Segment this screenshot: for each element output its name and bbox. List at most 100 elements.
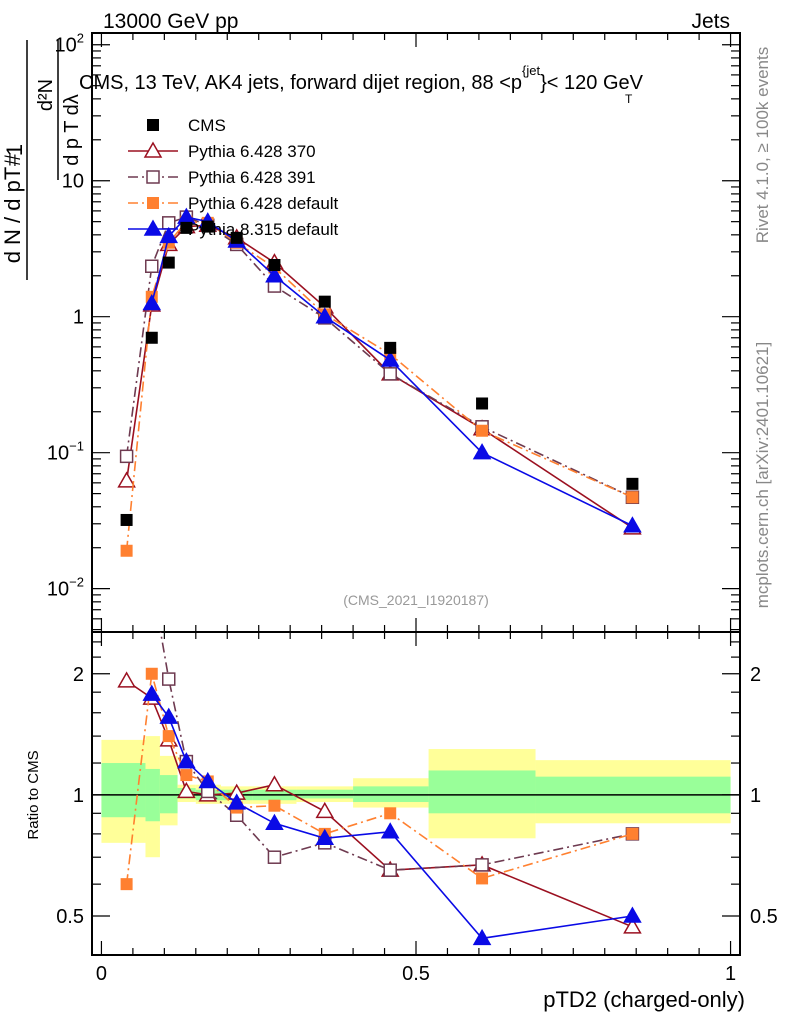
y-tick-label: 102 bbox=[55, 31, 84, 57]
data-point bbox=[472, 443, 492, 460]
data-point bbox=[119, 449, 134, 464]
rivet-version-label: Rivet 4.1.0, ≥ 100k events bbox=[753, 47, 772, 243]
main-series-2 bbox=[119, 210, 640, 505]
y-label-dn: d N / d pT bbox=[0, 167, 25, 264]
y-label-dpdl: d p T dλ bbox=[61, 94, 83, 166]
mcplots-label: mcplots.cern.ch [arXiv:2401.10621] bbox=[753, 342, 772, 608]
ratio-y-tick-label-left: 1 bbox=[73, 785, 84, 807]
y-tick-label: 10 bbox=[62, 171, 84, 193]
x-axis-label: pTD2 (charged-only) bbox=[543, 987, 745, 1012]
data-point bbox=[268, 258, 281, 271]
data-point bbox=[180, 221, 193, 234]
ratio-point bbox=[177, 781, 196, 799]
ratio-point bbox=[476, 872, 489, 885]
data-point bbox=[623, 516, 642, 533]
legend-marker bbox=[147, 197, 159, 209]
x-tick-label: 1 bbox=[725, 963, 736, 985]
data-point bbox=[117, 471, 136, 488]
ratio-y-tick-label-right: 1 bbox=[750, 785, 761, 807]
ratio-point bbox=[268, 799, 281, 812]
data-point bbox=[145, 331, 158, 344]
ratio-point bbox=[145, 667, 158, 680]
legend-item: Pythia 6.428 default bbox=[128, 194, 339, 213]
legend-label: Pythia 6.428 default bbox=[188, 194, 339, 213]
analysis-id: (CMS_2021_I1920187) bbox=[343, 592, 489, 608]
ratio-point bbox=[142, 684, 162, 701]
series-line bbox=[125, 220, 633, 551]
ratio-point bbox=[265, 813, 284, 831]
data-point bbox=[162, 256, 175, 269]
data-point bbox=[120, 544, 133, 557]
x-tick-label: 0.5 bbox=[402, 963, 430, 985]
ratio-series-3 bbox=[142, 684, 642, 946]
header-left: 13000 GeV pp bbox=[103, 10, 238, 33]
y-label-numerator: 1 bbox=[2, 144, 27, 156]
data-point bbox=[265, 266, 284, 283]
ratio-y-tick-label-right: 0.5 bbox=[750, 906, 778, 928]
legend-label: CMS bbox=[188, 116, 226, 135]
ratio-point bbox=[623, 906, 642, 923]
legend-marker bbox=[146, 170, 160, 184]
ratio-y-tick-label-left: 2 bbox=[73, 664, 84, 686]
legend-item: CMS bbox=[147, 116, 226, 135]
legend-label: Pythia 8.315 default bbox=[188, 220, 339, 239]
ratio-point bbox=[267, 850, 282, 864]
y-tick-label: 10−2 bbox=[47, 575, 84, 601]
ratio-y-axis-label: Ratio to CMS bbox=[25, 750, 42, 839]
data-point bbox=[230, 231, 243, 244]
ratio-point bbox=[380, 822, 400, 839]
uncertainty-band-inner bbox=[428, 770, 536, 814]
ratio-point bbox=[315, 828, 335, 846]
ratio-point bbox=[623, 917, 642, 934]
ratio-point bbox=[475, 858, 489, 872]
data-point bbox=[159, 226, 179, 244]
data-point bbox=[142, 294, 162, 311]
series-line bbox=[125, 224, 633, 529]
series-line bbox=[151, 693, 633, 940]
data-point bbox=[315, 307, 335, 324]
ratio-point bbox=[472, 928, 492, 946]
data-point bbox=[384, 341, 397, 354]
ratio-point bbox=[626, 827, 639, 840]
ratio-point bbox=[180, 769, 193, 782]
legend-item: Pythia 8.315 default bbox=[128, 219, 339, 239]
legend-item: Pythia 6.428 391 bbox=[128, 168, 316, 187]
header-right: Jets bbox=[691, 10, 730, 33]
ratio-y-tick-label-left: 0.5 bbox=[56, 906, 84, 928]
ratio-point bbox=[117, 671, 136, 688]
data-point bbox=[626, 477, 639, 490]
data-point bbox=[383, 367, 397, 381]
main-y-axis-label: # d N / d pT 1 d²N d p T dλ bbox=[0, 40, 83, 280]
series-line bbox=[159, 632, 633, 871]
ratio-point bbox=[162, 672, 176, 686]
uncertainty-band-inner bbox=[296, 789, 354, 799]
data-point bbox=[201, 220, 214, 233]
ratio-point bbox=[162, 730, 175, 743]
data-point bbox=[145, 259, 159, 273]
main-series-0 bbox=[120, 220, 639, 526]
data-point bbox=[380, 350, 400, 367]
ratio-point bbox=[177, 752, 196, 769]
y-tick-label: 10−1 bbox=[47, 439, 84, 465]
ratio-point bbox=[120, 878, 133, 891]
data-point bbox=[476, 424, 489, 437]
y-label-d2n: d²N bbox=[35, 79, 57, 111]
y-label-hash: # bbox=[0, 153, 25, 166]
data-point bbox=[318, 295, 331, 308]
plot-title-subscript: T bbox=[625, 92, 633, 106]
series-line bbox=[125, 216, 633, 498]
data-point bbox=[120, 513, 133, 526]
ratio-point bbox=[315, 801, 335, 819]
legend-marker bbox=[147, 119, 159, 131]
data-point bbox=[626, 491, 639, 504]
y-tick-label: 1 bbox=[73, 307, 84, 329]
legend-label: Pythia 6.428 391 bbox=[188, 168, 316, 187]
ratio-point bbox=[198, 771, 218, 789]
ratio-point bbox=[265, 775, 284, 792]
ratio-y-tick-label-right: 2 bbox=[750, 664, 761, 686]
legend-label: Pythia 6.428 370 bbox=[188, 142, 316, 161]
series-line bbox=[150, 216, 633, 527]
uncertainty-band-inner bbox=[101, 763, 146, 818]
